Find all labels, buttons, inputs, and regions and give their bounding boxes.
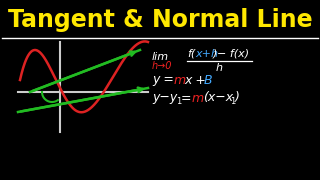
Text: y−y: y−y bbox=[152, 91, 177, 105]
Text: B: B bbox=[204, 73, 212, 87]
Text: y =: y = bbox=[152, 73, 178, 87]
Text: 1: 1 bbox=[176, 96, 181, 105]
Text: h→0: h→0 bbox=[152, 61, 172, 71]
Text: f(: f( bbox=[187, 49, 195, 59]
Text: 1: 1 bbox=[230, 96, 235, 105]
Text: m: m bbox=[192, 91, 204, 105]
Text: x+h: x+h bbox=[195, 49, 218, 59]
Text: lim: lim bbox=[152, 52, 169, 62]
Text: ): ) bbox=[235, 91, 240, 105]
Text: m: m bbox=[174, 73, 186, 87]
Text: Tangent & Normal Line: Tangent & Normal Line bbox=[8, 8, 312, 32]
Text: h: h bbox=[216, 63, 223, 73]
Text: x +: x + bbox=[184, 73, 210, 87]
Text: ): ) bbox=[213, 49, 217, 59]
Text: − f(x): − f(x) bbox=[217, 49, 249, 59]
Text: =: = bbox=[181, 91, 196, 105]
Text: (x−x: (x−x bbox=[203, 91, 233, 105]
